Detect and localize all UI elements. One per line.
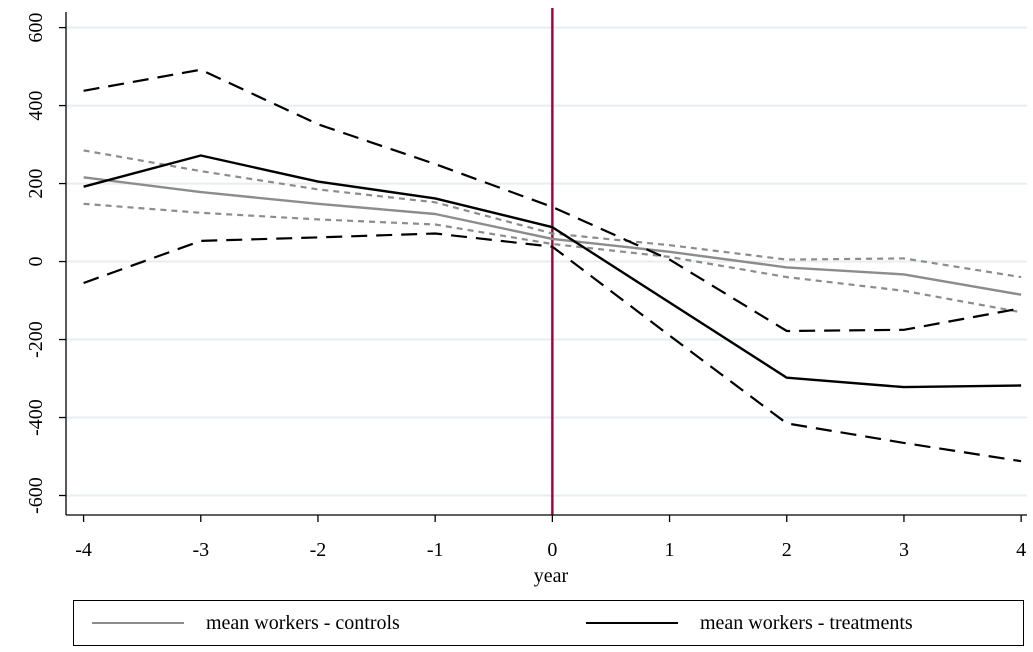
x-tick-label: -2 [310, 539, 327, 561]
series-line-1-ci-upper [83, 149, 1022, 279]
legend-item-controls: mean workers - controls [92, 601, 400, 645]
grid-lines [66, 26, 1027, 497]
legend-label-treatments: mean workers - treatments [700, 611, 913, 634]
y-tick-label: -200 [25, 321, 47, 358]
series-line-3-mean [83, 154, 1022, 389]
y-tick-label: 400 [25, 91, 47, 121]
legend-label-controls: mean workers - controls [206, 611, 400, 634]
series-line-2-ci-lower [83, 202, 1022, 314]
x-tick-label: -3 [192, 539, 209, 561]
legend: mean workers - controls mean workers - t… [73, 600, 1024, 646]
x-tick-label: 0 [547, 539, 557, 561]
series-line-0-mean [83, 176, 1022, 296]
y-tick-label: 200 [25, 169, 47, 199]
y-tick-label: 0 [25, 257, 47, 267]
series-line-4-ci-upper [83, 68, 1022, 333]
series-lines [83, 68, 1022, 463]
x-tick-label: -4 [75, 539, 92, 561]
x-tick-label: 3 [899, 539, 909, 561]
y-tick-label: 600 [25, 13, 47, 43]
legend-item-treatments: mean workers - treatments [586, 601, 913, 645]
y-tick-label: -600 [25, 477, 47, 514]
legend-swatch-treatments [586, 622, 678, 624]
x-tick-label: -1 [427, 539, 444, 561]
x-axis-title: year [534, 565, 569, 587]
chart: -600 -400 -200 0 200 400 600 -4 -3 -2 -1 0 1 2 3 4 year [25, 8, 1027, 587]
series-line-5-ci-lower [83, 232, 1022, 463]
x-tick-label: 1 [665, 539, 675, 561]
x-tick-label: 2 [782, 539, 792, 561]
legend-swatch-controls [92, 622, 184, 624]
y-tick-label: -400 [25, 399, 47, 436]
x-tick-label: 4 [1016, 539, 1026, 561]
axes: -600 -400 -200 0 200 400 600 -4 -3 -2 -1 0 1 2 3 4 [25, 12, 1027, 561]
